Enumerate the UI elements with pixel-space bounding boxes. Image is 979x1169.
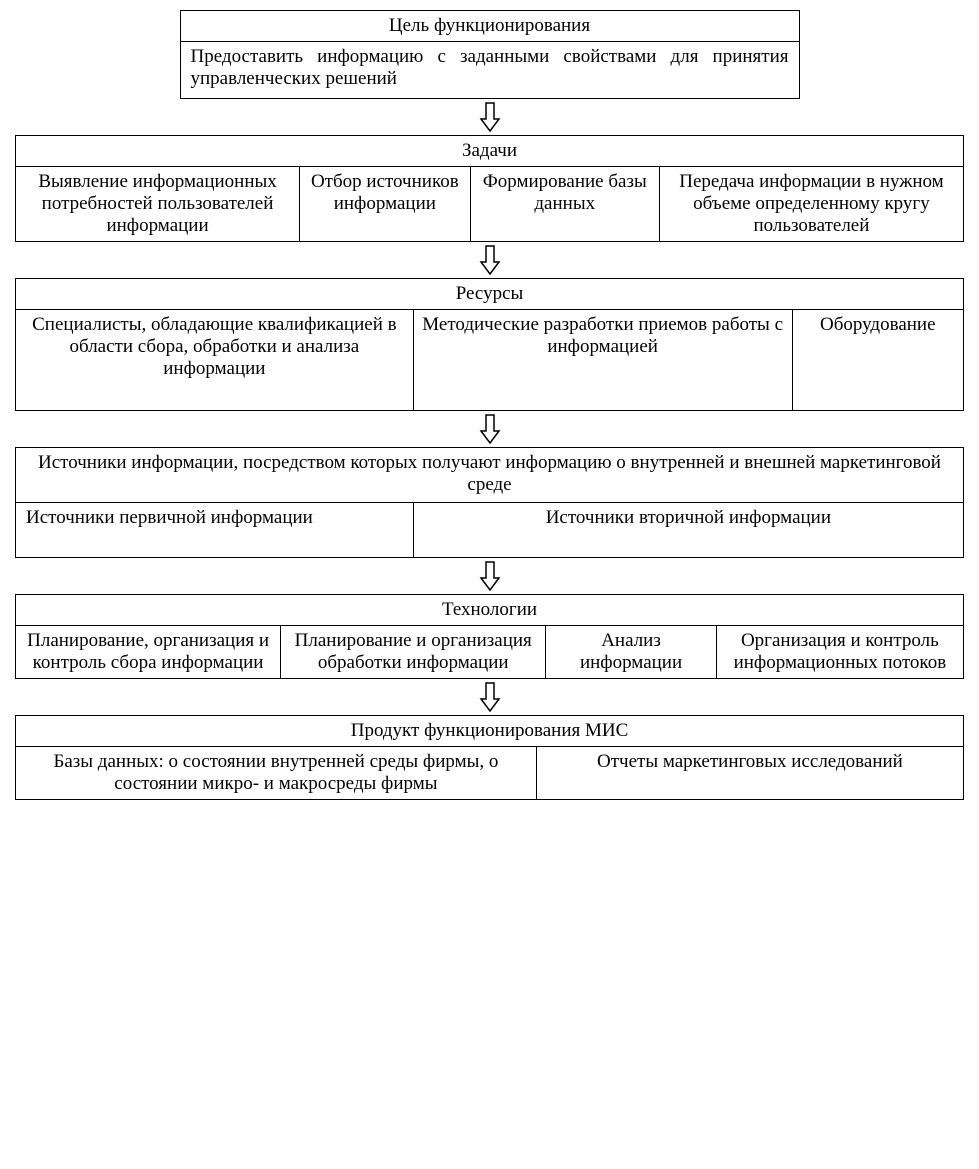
goal-body: Предоставить информацию с заданными свой… — [181, 42, 799, 98]
product-block: Продукт функционирования МИС Базы данных… — [15, 715, 964, 800]
arrow-3 — [15, 411, 964, 447]
technologies-cell-4: Организация и контроль информационных по… — [717, 626, 963, 678]
sources-cell-2: Источники вторичной информации — [414, 503, 963, 557]
down-arrow-icon — [479, 560, 501, 592]
flowchart-container: Цель функционирования Предоставить инфор… — [15, 10, 964, 800]
resources-title: Ресурсы — [16, 279, 963, 310]
goal-title: Цель функционирования — [181, 11, 799, 42]
tasks-block: Задачи Выявление информационных потребно… — [15, 135, 964, 242]
down-arrow-icon — [479, 681, 501, 713]
down-arrow-icon — [479, 244, 501, 276]
goal-block: Цель функционирования Предоставить инфор… — [180, 10, 800, 99]
resources-block: Ресурсы Специалисты, обладающие квалифик… — [15, 278, 964, 411]
resources-cell-2: Методические разработки приемов работы с… — [414, 310, 793, 410]
technologies-cell-1: Планирование, организация и контроль сбо… — [16, 626, 281, 678]
tasks-cell-1: Выявление информационных потребностей по… — [16, 167, 300, 241]
sources-block: Источники информации, посредством которы… — [15, 447, 964, 558]
resources-row: Специалисты, обладающие квалификацией в … — [16, 310, 963, 410]
down-arrow-icon — [479, 413, 501, 445]
product-cell-2: Отчеты маркетинговых исследований — [537, 747, 963, 799]
arrow-2 — [15, 242, 964, 278]
tasks-title: Задачи — [16, 136, 963, 167]
product-row: Базы данных: о состоянии внутренней сред… — [16, 747, 963, 799]
sources-cell-1: Источники первичной информации — [16, 503, 414, 557]
technologies-title: Технологии — [16, 595, 963, 626]
technologies-cell-3: Анализ информации — [546, 626, 716, 678]
arrow-1 — [15, 99, 964, 135]
product-cell-1: Базы данных: о состоянии внутренней сред… — [16, 747, 537, 799]
product-title: Продукт функционирования МИС — [16, 716, 963, 747]
resources-cell-1: Специалисты, обладающие квалификацией в … — [16, 310, 414, 410]
tasks-row: Выявление информационных потребностей по… — [16, 167, 963, 241]
tasks-cell-3: Формирование базы данных — [471, 167, 660, 241]
resources-cell-3: Оборудование — [793, 310, 963, 410]
down-arrow-icon — [479, 101, 501, 133]
arrow-5 — [15, 679, 964, 715]
tasks-cell-2: Отбор источников информации — [300, 167, 470, 241]
sources-row: Источники первичной информации Источники… — [16, 502, 963, 557]
sources-title: Источники информации, посредством которы… — [16, 448, 963, 502]
arrow-4 — [15, 558, 964, 594]
tasks-cell-4: Передача информации в нужном объеме опре… — [660, 167, 963, 241]
technologies-row: Планирование, организация и контроль сбо… — [16, 626, 963, 678]
technologies-cell-2: Планирование и организация обработки инф… — [281, 626, 546, 678]
technologies-block: Технологии Планирование, организация и к… — [15, 594, 964, 679]
